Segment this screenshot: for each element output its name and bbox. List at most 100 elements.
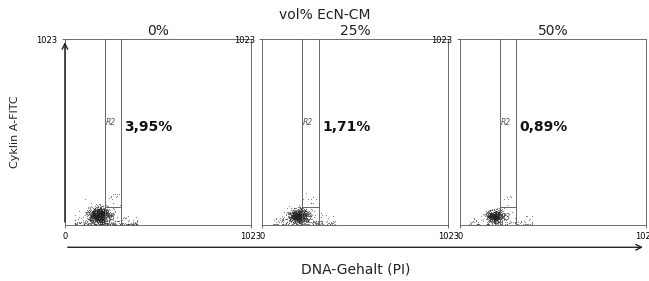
Point [294, 218, 304, 223]
Point [95, 210, 106, 214]
Point [297, 217, 308, 221]
Point [290, 209, 300, 214]
Point [486, 209, 496, 214]
Point [490, 216, 500, 221]
Point [92, 218, 103, 223]
Point [487, 216, 497, 220]
Point [293, 212, 304, 217]
Point [80, 221, 90, 225]
Point [101, 216, 112, 221]
Point [299, 215, 310, 219]
Point [90, 213, 100, 217]
Point [293, 221, 303, 226]
Point [485, 212, 495, 217]
Point [297, 212, 308, 217]
Point [493, 212, 503, 216]
Point [293, 212, 303, 217]
Point [92, 218, 103, 223]
Point [482, 213, 493, 218]
Point [85, 209, 95, 214]
Point [497, 212, 508, 216]
Text: vol% EcN-CM: vol% EcN-CM [279, 8, 370, 22]
Point [83, 216, 93, 221]
Point [516, 220, 526, 224]
Point [86, 216, 97, 220]
Point [490, 218, 500, 223]
Point [481, 209, 491, 214]
Point [92, 213, 103, 217]
Point [494, 212, 504, 216]
Point [99, 219, 109, 224]
Point [90, 208, 100, 212]
Point [97, 218, 107, 222]
Point [91, 205, 101, 210]
Point [297, 212, 308, 216]
Point [295, 209, 306, 213]
Point [299, 216, 309, 220]
Point [92, 211, 103, 216]
Point [95, 210, 105, 215]
Point [79, 221, 89, 225]
Point [100, 216, 110, 220]
Point [291, 216, 302, 221]
Point [299, 217, 310, 221]
Point [487, 217, 497, 222]
Point [292, 216, 302, 220]
Point [486, 213, 496, 218]
Point [92, 210, 102, 215]
Point [89, 212, 99, 217]
Point [289, 221, 299, 226]
Point [499, 217, 509, 222]
Point [92, 209, 102, 213]
Point [319, 223, 329, 227]
Point [495, 212, 506, 216]
Point [293, 213, 304, 217]
Point [92, 212, 103, 217]
Point [496, 213, 507, 218]
Point [482, 217, 492, 221]
Point [284, 216, 294, 221]
Point [295, 213, 306, 218]
Point [286, 214, 297, 219]
Point [91, 223, 101, 227]
Point [487, 210, 498, 215]
Point [90, 214, 101, 219]
Point [485, 212, 496, 216]
Point [93, 222, 104, 227]
Point [296, 213, 306, 217]
Point [96, 208, 106, 212]
Point [482, 215, 493, 219]
Point [487, 214, 498, 218]
Point [300, 212, 310, 217]
Point [97, 221, 107, 225]
Point [491, 209, 502, 214]
Title: 25%: 25% [340, 24, 371, 38]
Point [84, 208, 95, 213]
Point [99, 207, 109, 211]
Point [295, 212, 305, 217]
Point [294, 209, 304, 214]
Point [493, 214, 504, 218]
Point [286, 213, 297, 217]
Point [90, 203, 101, 208]
Point [290, 216, 300, 220]
Point [496, 213, 507, 217]
Point [293, 215, 304, 219]
Point [84, 217, 95, 222]
Point [103, 222, 113, 226]
Point [297, 208, 308, 212]
Point [94, 209, 104, 213]
Point [299, 208, 309, 212]
Point [286, 221, 297, 226]
Point [496, 212, 507, 216]
Point [94, 215, 104, 219]
Point [86, 221, 96, 225]
Point [99, 211, 109, 216]
Point [487, 213, 498, 217]
Point [88, 219, 98, 223]
Point [95, 209, 105, 213]
Point [487, 220, 498, 224]
Point [489, 219, 499, 224]
Point [84, 221, 95, 225]
Point [479, 213, 489, 217]
